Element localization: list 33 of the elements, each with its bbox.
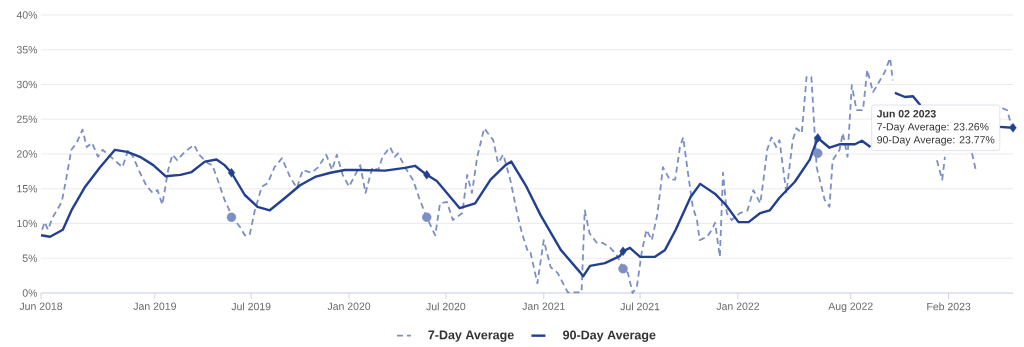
annotation: Jun 02 2023 [876, 110, 936, 118]
point [619, 246, 627, 256]
point [1009, 123, 1017, 133]
point [423, 170, 431, 180]
x-tick-label: Aug 2022 [828, 302, 873, 313]
y-tick-label: 0% [22, 289, 38, 297]
y-tick-label: 25% [17, 115, 38, 123]
x-tick-label: Jan 2021 [522, 302, 565, 310]
point [814, 133, 822, 143]
x-tick-label: Jan 2020 [327, 302, 371, 310]
legend-label: 90-Day Average [563, 330, 656, 342]
x-tick-label: Jan 2019 [133, 302, 176, 310]
x-tick-label: Jan 2022 [716, 302, 759, 310]
x-tick-label: Jul 2019 [231, 302, 271, 311]
y-tick-label: 20% [17, 150, 38, 158]
x-tick-label: Jun 2018 [19, 302, 63, 310]
y-tick-label: 10% [17, 219, 38, 228]
x-tick-label: Jul 2020 [426, 302, 466, 311]
legend-label: 7-Day Average [428, 330, 514, 342]
y-tick-label: 5% [22, 254, 38, 262]
y-tick-label: 40% [16, 11, 38, 19]
annotation: 7-Day Average: 23.26% [877, 123, 989, 133]
point [227, 168, 236, 178]
point [422, 212, 432, 222]
point [618, 263, 628, 274]
point [813, 148, 823, 158]
y-tick-label: 30% [16, 80, 38, 89]
y-tick-label: 15% [17, 185, 38, 193]
point [226, 212, 237, 222]
x-tick-label: Feb 2023 [927, 302, 971, 311]
x-tick-label: Jul 2021 [620, 302, 660, 311]
y-tick-label: 35% [16, 46, 38, 54]
annotation: 90-Day Average: 23.77% [877, 136, 995, 146]
